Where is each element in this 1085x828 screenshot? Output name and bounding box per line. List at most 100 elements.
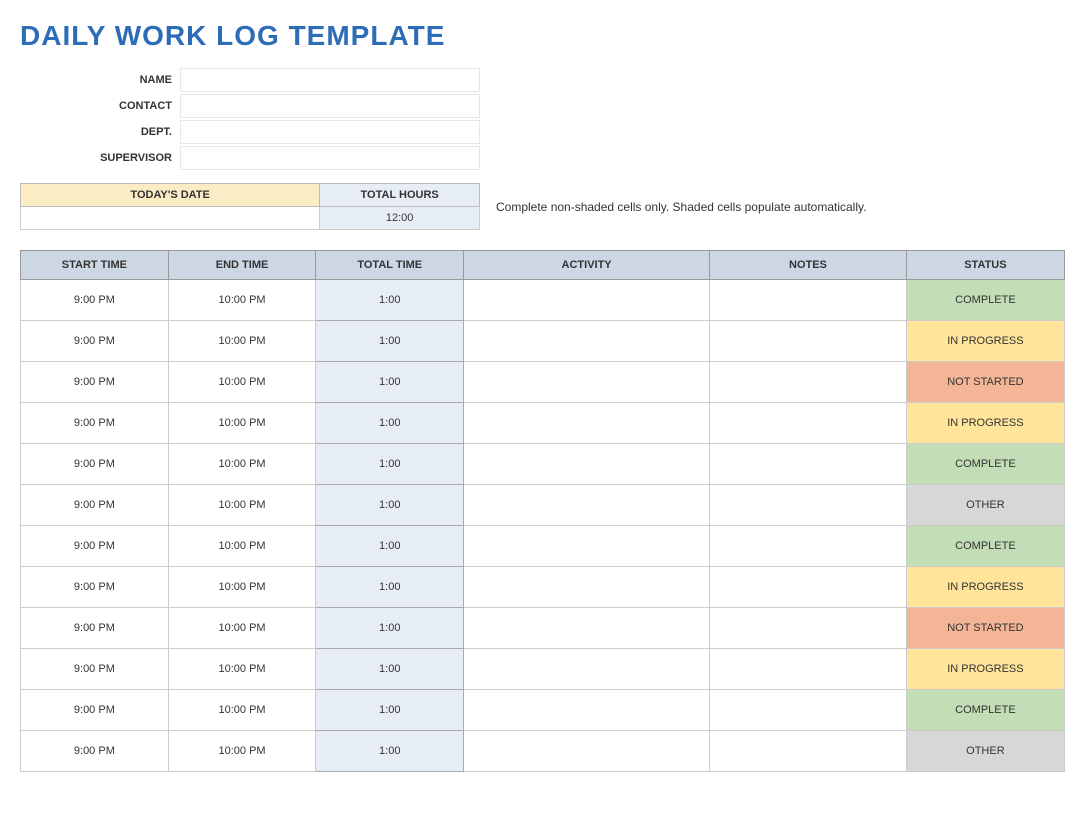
cell-status[interactable]: OTHER — [906, 731, 1064, 772]
cell-notes[interactable] — [710, 403, 907, 444]
cell-end[interactable]: 10:00 PM — [168, 608, 316, 649]
cell-total: 1:00 — [316, 649, 464, 690]
cell-notes[interactable] — [710, 321, 907, 362]
summary-hours-header: TOTAL HOURS — [320, 184, 480, 207]
cell-activity[interactable] — [464, 280, 710, 321]
cell-activity[interactable] — [464, 362, 710, 403]
cell-activity[interactable] — [464, 731, 710, 772]
cell-total: 1:00 — [316, 444, 464, 485]
info-input-contact[interactable] — [180, 94, 480, 118]
cell-notes[interactable] — [710, 690, 907, 731]
table-row: 9:00 PM10:00 PM1:00NOT STARTED — [21, 608, 1065, 649]
cell-total: 1:00 — [316, 485, 464, 526]
cell-start[interactable]: 9:00 PM — [21, 649, 169, 690]
cell-end[interactable]: 10:00 PM — [168, 280, 316, 321]
cell-end[interactable]: 10:00 PM — [168, 485, 316, 526]
cell-total: 1:00 — [316, 362, 464, 403]
cell-notes[interactable] — [710, 567, 907, 608]
cell-status[interactable]: NOT STARTED — [906, 608, 1064, 649]
cell-start[interactable]: 9:00 PM — [21, 690, 169, 731]
log-header-row: START TIME END TIME TOTAL TIME ACTIVITY … — [21, 251, 1065, 280]
cell-notes[interactable] — [710, 444, 907, 485]
summary-table: TODAY'S DATE TOTAL HOURS 12:00 — [20, 183, 480, 230]
log-table: START TIME END TIME TOTAL TIME ACTIVITY … — [20, 250, 1065, 772]
cell-status[interactable]: OTHER — [906, 485, 1064, 526]
cell-end[interactable]: 10:00 PM — [168, 444, 316, 485]
info-row-supervisor: SUPERVISOR — [20, 145, 1065, 171]
cell-start[interactable]: 9:00 PM — [21, 280, 169, 321]
cell-start[interactable]: 9:00 PM — [21, 567, 169, 608]
cell-activity[interactable] — [464, 649, 710, 690]
cell-status[interactable]: IN PROGRESS — [906, 567, 1064, 608]
cell-status[interactable]: IN PROGRESS — [906, 649, 1064, 690]
cell-start[interactable]: 9:00 PM — [21, 321, 169, 362]
cell-total: 1:00 — [316, 690, 464, 731]
cell-start[interactable]: 9:00 PM — [21, 362, 169, 403]
info-input-dept[interactable] — [180, 120, 480, 144]
info-input-supervisor[interactable] — [180, 146, 480, 170]
info-row-dept: DEPT. — [20, 119, 1065, 145]
cell-activity[interactable] — [464, 485, 710, 526]
cell-notes[interactable] — [710, 608, 907, 649]
cell-status[interactable]: IN PROGRESS — [906, 403, 1064, 444]
table-row: 9:00 PM10:00 PM1:00 COMPLETE — [21, 444, 1065, 485]
info-input-name[interactable] — [180, 68, 480, 92]
cell-activity[interactable] — [464, 444, 710, 485]
cell-notes[interactable] — [710, 280, 907, 321]
table-row: 9:00 PM10:00 PM1:00 COMPLETE — [21, 690, 1065, 731]
info-label-name: NAME — [20, 74, 180, 86]
cell-activity[interactable] — [464, 567, 710, 608]
log-header-end: END TIME — [168, 251, 316, 280]
cell-status[interactable]: NOT STARTED — [906, 362, 1064, 403]
table-row: 9:00 PM10:00 PM1:00IN PROGRESS — [21, 321, 1065, 362]
cell-end[interactable]: 10:00 PM — [168, 731, 316, 772]
log-header-start: START TIME — [21, 251, 169, 280]
cell-end[interactable]: 10:00 PM — [168, 649, 316, 690]
cell-start[interactable]: 9:00 PM — [21, 526, 169, 567]
cell-activity[interactable] — [464, 403, 710, 444]
table-row: 9:00 PM10:00 PM1:00 OTHER — [21, 731, 1065, 772]
cell-notes[interactable] — [710, 731, 907, 772]
cell-activity[interactable] — [464, 321, 710, 362]
cell-status[interactable]: IN PROGRESS — [906, 321, 1064, 362]
table-row: 9:00 PM10:00 PM1:00IN PROGRESS — [21, 403, 1065, 444]
info-label-contact: CONTACT — [20, 100, 180, 112]
note-text: Complete non-shaded cells only. Shaded c… — [496, 200, 866, 214]
cell-notes[interactable] — [710, 485, 907, 526]
cell-end[interactable]: 10:00 PM — [168, 690, 316, 731]
cell-total: 1:00 — [316, 526, 464, 567]
cell-end[interactable]: 10:00 PM — [168, 567, 316, 608]
table-row: 9:00 PM10:00 PM1:00 COMPLETE — [21, 526, 1065, 567]
info-label-supervisor: SUPERVISOR — [20, 152, 180, 164]
cell-notes[interactable] — [710, 526, 907, 567]
log-header-total: TOTAL TIME — [316, 251, 464, 280]
cell-status[interactable]: COMPLETE — [906, 444, 1064, 485]
cell-end[interactable]: 10:00 PM — [168, 321, 316, 362]
cell-end[interactable]: 10:00 PM — [168, 403, 316, 444]
cell-start[interactable]: 9:00 PM — [21, 485, 169, 526]
table-row: 9:00 PM10:00 PM1:00 OTHER — [21, 485, 1065, 526]
cell-start[interactable]: 9:00 PM — [21, 608, 169, 649]
log-header-status: STATUS — [906, 251, 1064, 280]
cell-notes[interactable] — [710, 362, 907, 403]
cell-start[interactable]: 9:00 PM — [21, 403, 169, 444]
cell-end[interactable]: 10:00 PM — [168, 362, 316, 403]
summary-wrap: TODAY'S DATE TOTAL HOURS 12:00 Complete … — [20, 183, 1065, 230]
cell-status[interactable]: COMPLETE — [906, 280, 1064, 321]
info-row-name: NAME — [20, 67, 1065, 93]
cell-total: 1:00 — [316, 731, 464, 772]
cell-total: 1:00 — [316, 567, 464, 608]
cell-start[interactable]: 9:00 PM — [21, 731, 169, 772]
cell-activity[interactable] — [464, 608, 710, 649]
cell-status[interactable]: COMPLETE — [906, 690, 1064, 731]
cell-activity[interactable] — [464, 690, 710, 731]
cell-activity[interactable] — [464, 526, 710, 567]
log-header-activity: ACTIVITY — [464, 251, 710, 280]
cell-notes[interactable] — [710, 649, 907, 690]
summary-date-value[interactable] — [21, 207, 320, 230]
cell-start[interactable]: 9:00 PM — [21, 444, 169, 485]
cell-end[interactable]: 10:00 PM — [168, 526, 316, 567]
cell-status[interactable]: COMPLETE — [906, 526, 1064, 567]
table-row: 9:00 PM10:00 PM1:00 IN PROGRESS — [21, 649, 1065, 690]
log-header-notes: NOTES — [710, 251, 907, 280]
